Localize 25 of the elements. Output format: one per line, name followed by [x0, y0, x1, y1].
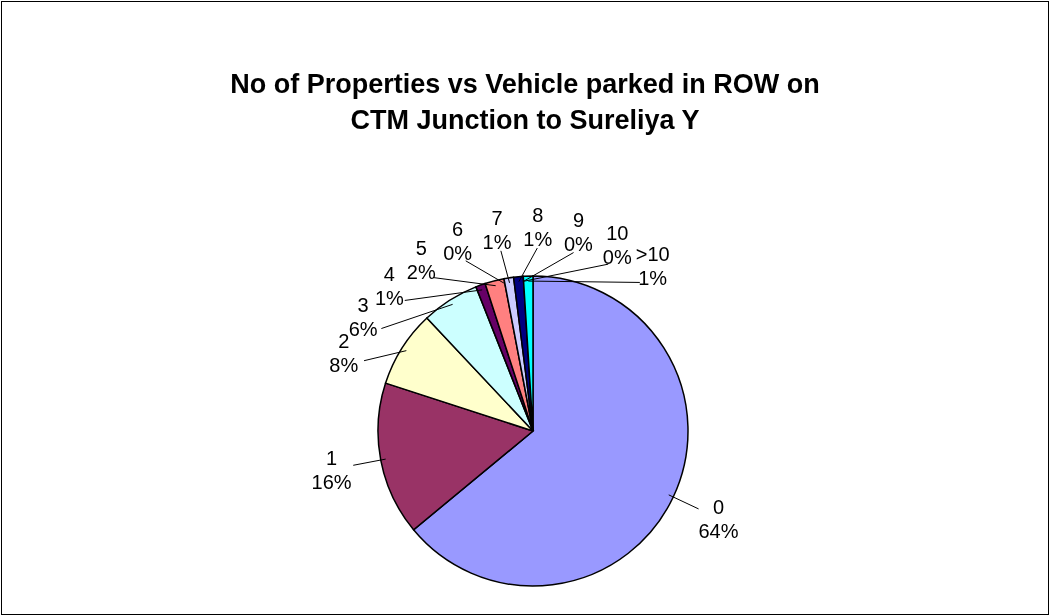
data-label: 16%: [311, 471, 352, 494]
slice-label: >10: [635, 242, 670, 265]
category-label: 6: [452, 218, 464, 241]
chart-title: No of Properties vs Vehicle parked in ROW on CTM Junction to Sureliya Y: [230, 69, 820, 135]
data-label: 1%: [638, 266, 668, 289]
category-label: 9: [572, 209, 585, 232]
data-label: 6%: [348, 318, 378, 341]
slice-label: 1: [326, 447, 338, 470]
text: 0%: [443, 242, 473, 265]
slice-label: 7: [491, 207, 503, 230]
slice-label: 4: [383, 262, 395, 285]
text: 0%: [563, 233, 593, 256]
slice-label: 8: [532, 204, 544, 227]
data-label: 8%: [329, 354, 359, 377]
data-label: 1%: [374, 286, 405, 309]
data-label: 1%: [523, 228, 553, 251]
data-label: 64%: [698, 520, 739, 543]
slice-label: 3: [357, 294, 369, 317]
slice-label: 0: [712, 496, 725, 519]
category-label: 10: [606, 222, 629, 245]
data-label: 1%: [482, 231, 512, 254]
data-label: 2%: [406, 261, 436, 284]
text: 0%: [602, 246, 632, 269]
slice-label: 5: [415, 237, 427, 260]
slice-label: 2: [338, 330, 350, 353]
